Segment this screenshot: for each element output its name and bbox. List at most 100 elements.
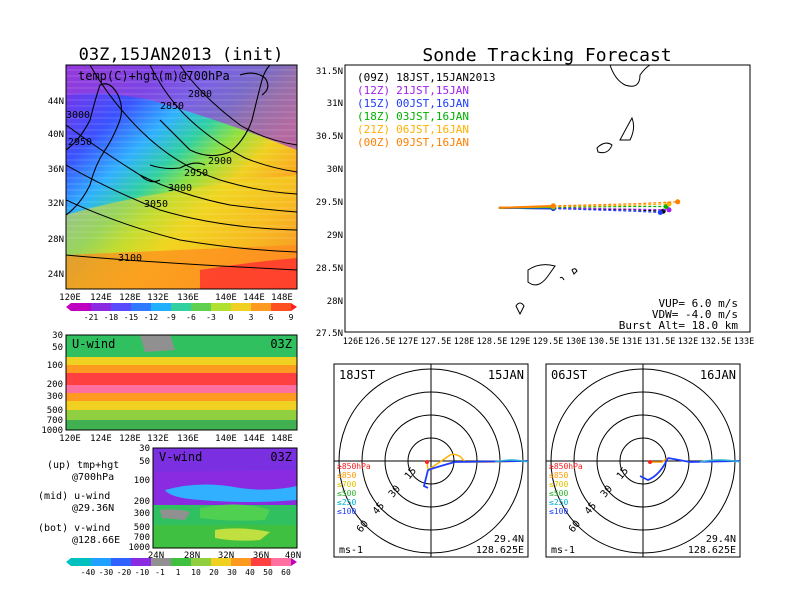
svg-text:≥850hPa: ≥850hPa: [337, 462, 371, 471]
svg-text:≤500: ≤500: [549, 489, 568, 498]
svg-text:2800: 2800: [188, 89, 212, 100]
svg-text:120E: 120E: [59, 293, 81, 303]
svg-text:31N: 31N: [327, 99, 343, 109]
svg-text:-6: -6: [186, 313, 196, 322]
svg-text:128E: 128E: [454, 337, 474, 347]
svg-text:ms-1: ms-1: [339, 545, 363, 556]
svg-text:≤700: ≤700: [337, 480, 356, 489]
temp-colorbar: [66, 303, 297, 311]
launch-legend: (09Z) 18JST,15JAN2013 (12Z) 21JST,15JAN (1…: [357, 71, 495, 149]
svg-text:(mid) u-wind: (mid) u-wind: [38, 491, 110, 502]
svg-text:144E: 144E: [243, 434, 265, 444]
map-label: temp(C)+hgt(m)@700hPa: [78, 69, 230, 83]
hodo-level-legend-2: ≥850hPa ≤850 ≤700 ≤500 ≤250 ≤100: [549, 462, 583, 516]
svg-text:30N: 30N: [327, 165, 343, 175]
right-title: Sonde Tracking Forecast: [422, 45, 671, 66]
svg-text:≤850: ≤850: [549, 471, 568, 480]
svg-text:140E: 140E: [215, 434, 237, 444]
svg-text:(bot) v-wind: (bot) v-wind: [38, 523, 110, 534]
svg-text:≤250: ≤250: [549, 498, 568, 507]
track-lat-ticks: 31.5N 31N 30.5N 30N 29.5N 29N 28.5N 28N …: [316, 67, 343, 339]
svg-text:128E: 128E: [119, 293, 141, 303]
svg-text:20: 20: [209, 568, 219, 577]
svg-text:130.5E: 130.5E: [589, 337, 620, 347]
vwind-label: V-wind: [159, 450, 202, 464]
svg-text:-10: -10: [135, 568, 150, 577]
svg-text:06JST: 06JST: [551, 368, 587, 382]
svg-text:100: 100: [134, 476, 150, 486]
svg-text:700: 700: [134, 533, 150, 543]
svg-text:32N: 32N: [48, 199, 64, 209]
svg-text:132.5E: 132.5E: [701, 337, 732, 347]
svg-text:@128.66E: @128.66E: [72, 535, 120, 546]
map-lon-ticks: 120E 124E 128E 132E 136E 140E 144E 148E: [59, 293, 293, 303]
svg-text:30: 30: [52, 331, 63, 341]
svg-text:9: 9: [289, 313, 294, 322]
svg-text:500: 500: [47, 406, 63, 416]
svg-text:140E: 140E: [215, 293, 237, 303]
uwind-label: U-wind: [72, 337, 115, 351]
svg-text:129E: 129E: [510, 337, 530, 347]
svg-text:3100: 3100: [118, 253, 142, 264]
svg-text:3050: 3050: [144, 199, 168, 210]
svg-text:132E: 132E: [678, 337, 698, 347]
svg-text:128.5E: 128.5E: [477, 337, 508, 347]
svg-text:-18: -18: [104, 313, 119, 322]
svg-text:136E: 136E: [177, 293, 199, 303]
svg-text:3000: 3000: [168, 183, 192, 194]
svg-text:-21: -21: [84, 313, 99, 322]
svg-text:148E: 148E: [271, 293, 293, 303]
temp-colorbar-labels: -21 -18 -15 -12 -9 -6 -3 0 3 6 9: [84, 313, 294, 322]
svg-text:@29.36N: @29.36N: [72, 503, 114, 514]
track-lon-ticks: 126E 126.5E 127E 127.5E 128E 128.5E 129E…: [343, 337, 754, 347]
contour-labels: 2800 2850 2900 2950 3000 3050 3100 2950 …: [66, 89, 232, 264]
svg-text:3000: 3000: [66, 110, 90, 121]
svg-text:36N: 36N: [253, 551, 269, 561]
svg-text:44N: 44N: [48, 97, 64, 107]
svg-text:200: 200: [47, 380, 63, 390]
svg-text:(up) tmp+hgt: (up) tmp+hgt: [47, 460, 119, 471]
svg-text:Burst Alt= 18.0 km: Burst Alt= 18.0 km: [619, 319, 739, 332]
svg-text:-3: -3: [206, 313, 216, 322]
svg-text:-40: -40: [81, 568, 96, 577]
wind-colorbar-labels: -40 -30 -20 -10 -1 1 10 20 30 40 50 60: [81, 568, 291, 577]
track-ascent-5: [498, 204, 554, 209]
svg-text:50: 50: [263, 568, 273, 577]
hodograph-1: [333, 363, 529, 558]
svg-text:28.5N: 28.5N: [316, 264, 343, 274]
svg-text:1000: 1000: [128, 543, 150, 553]
svg-text:≤100: ≤100: [549, 507, 568, 516]
svg-text:127E: 127E: [398, 337, 418, 347]
launch-legend-5: (00Z) 09JST,16JAN: [357, 136, 469, 149]
svg-text:126.5E: 126.5E: [365, 337, 396, 347]
svg-text:131.5E: 131.5E: [645, 337, 676, 347]
svg-text:15JAN: 15JAN: [488, 368, 524, 382]
sonde-params: VUP= 6.0 m/s VDW= -4.0 m/s Burst Alt= 18…: [619, 297, 739, 332]
svg-text:133E: 133E: [734, 337, 754, 347]
track-descent-3: [553, 205, 667, 208]
map-lat-ticks: 44N 40N 36N 32N 28N 24N: [48, 97, 64, 280]
svg-text:-20: -20: [117, 568, 132, 577]
svg-text:27.5N: 27.5N: [316, 329, 343, 339]
svg-text:-30: -30: [99, 568, 114, 577]
hodo-footers: 29.4N 128.625E ms-1 29.4N 128.625E ms-1: [339, 534, 736, 556]
panel-legend: (up) tmp+hgt @700hPa (mid) u-wind @29.36…: [38, 460, 120, 546]
svg-text:-15: -15: [124, 313, 139, 322]
track-descent-4: [553, 203, 670, 208]
svg-text:1: 1: [176, 568, 181, 577]
svg-text:132E: 132E: [147, 293, 169, 303]
svg-text:29.4N: 29.4N: [706, 534, 736, 545]
svg-text:132E: 132E: [147, 434, 169, 444]
track-descent-1: [553, 207, 670, 211]
launch-legend-1: (12Z) 21JST,15JAN: [357, 84, 469, 97]
landing-point-5: [675, 199, 681, 205]
svg-text:3: 3: [249, 313, 254, 322]
hatching: [66, 69, 297, 239]
svg-text:40: 40: [245, 568, 255, 577]
svg-text:VUP= 6.0 m/s: VUP= 6.0 m/s: [659, 297, 738, 310]
svg-text:40N: 40N: [48, 130, 64, 140]
vwind-lat-ticks: 24N 28N 32N 36N 40N: [148, 551, 301, 561]
svg-text:28N: 28N: [184, 551, 200, 561]
svg-text:300: 300: [134, 509, 150, 519]
